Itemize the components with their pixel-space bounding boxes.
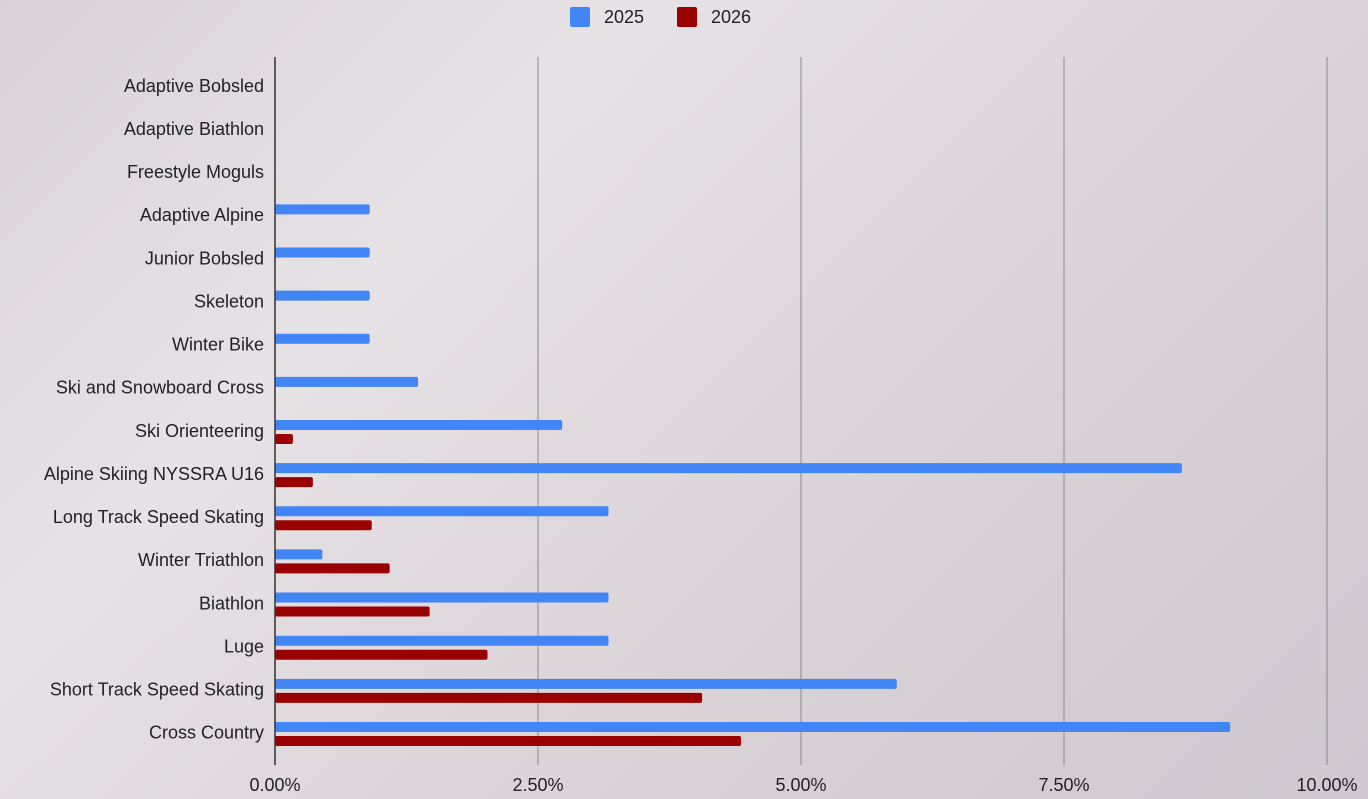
x-tick-label: 2.50% xyxy=(512,775,563,795)
y-tick-label: Adaptive Bobsled xyxy=(124,76,264,96)
bar xyxy=(275,376,419,387)
y-tick-label: Short Track Speed Skating xyxy=(50,680,264,700)
bar xyxy=(275,563,390,574)
bar xyxy=(275,592,609,603)
legend-swatch xyxy=(570,7,590,27)
x-tick-label: 10.00% xyxy=(1296,775,1357,795)
bar xyxy=(275,549,323,560)
y-tick-label: Winter Triathlon xyxy=(138,550,264,570)
y-tick-label: Ski and Snowboard Cross xyxy=(56,378,264,398)
y-tick-label: Cross Country xyxy=(149,723,264,743)
y-tick-label: Skeleton xyxy=(194,291,264,311)
bar xyxy=(275,333,370,344)
y-tick-label: Winter Bike xyxy=(172,335,264,355)
bar xyxy=(275,247,370,258)
bar xyxy=(275,606,430,617)
y-tick-label: Adaptive Biathlon xyxy=(124,119,264,139)
bar xyxy=(275,721,1231,732)
y-tick-label: Ski Orienteering xyxy=(135,421,264,441)
bar xyxy=(275,692,703,703)
bar xyxy=(275,204,370,215)
bar xyxy=(275,649,488,660)
y-tick-label: Freestyle Moguls xyxy=(127,162,264,182)
bar xyxy=(275,463,1182,474)
x-tick-label: 5.00% xyxy=(775,775,826,795)
bar xyxy=(275,290,370,301)
legend-swatch xyxy=(677,7,697,27)
bar xyxy=(275,678,897,689)
y-tick-label: Adaptive Alpine xyxy=(140,205,264,225)
bar xyxy=(275,635,609,646)
bar xyxy=(275,420,563,431)
x-tick-label: 7.50% xyxy=(1038,775,1089,795)
y-tick-label: Long Track Speed Skating xyxy=(53,507,264,527)
bar xyxy=(275,520,372,531)
bar xyxy=(275,477,313,488)
legend-label: 2026 xyxy=(711,7,751,27)
legend-label: 2025 xyxy=(604,7,644,27)
y-tick-label: Alpine Skiing NYSSRA U16 xyxy=(44,464,264,484)
y-tick-label: Junior Bobsled xyxy=(145,248,264,268)
x-tick-label: 0.00% xyxy=(249,775,300,795)
bar xyxy=(275,735,742,746)
y-tick-label: Luge xyxy=(224,636,264,656)
y-tick-label: Biathlon xyxy=(199,593,264,613)
bar xyxy=(275,434,293,445)
bar xyxy=(275,506,609,517)
